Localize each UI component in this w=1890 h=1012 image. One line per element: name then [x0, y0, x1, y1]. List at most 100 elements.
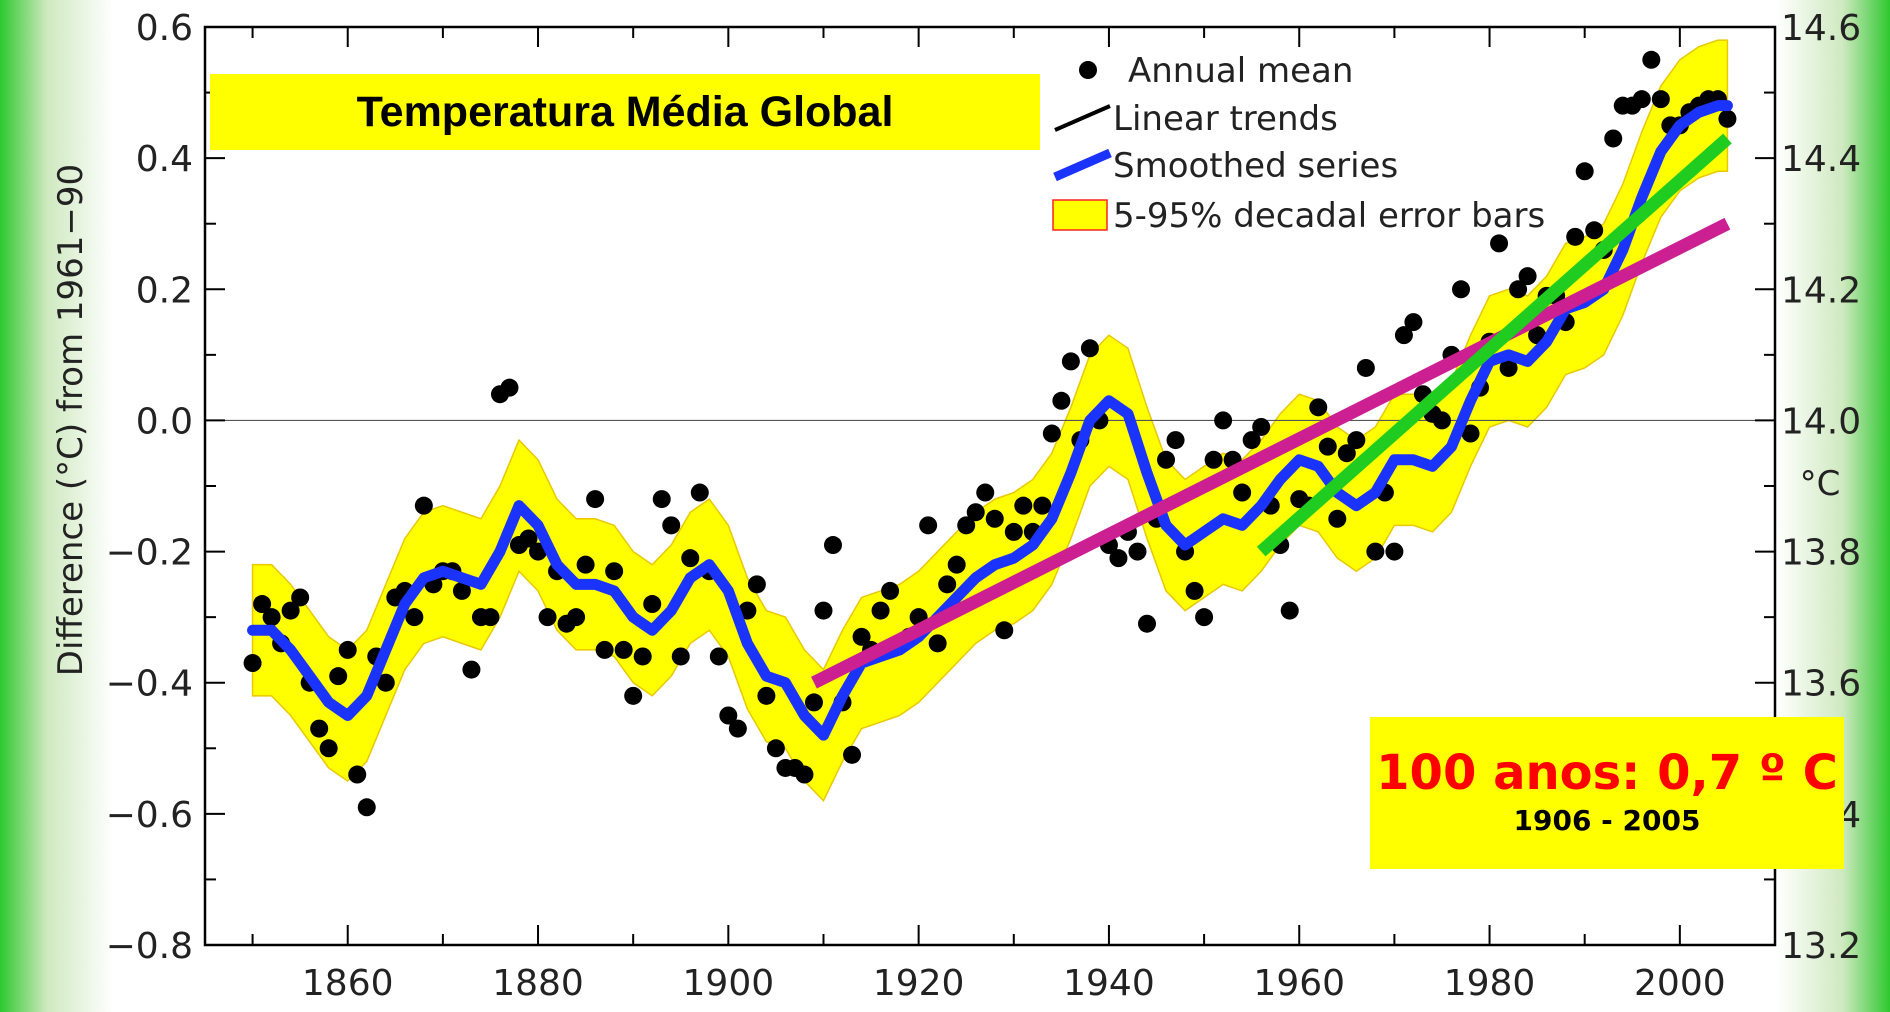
- annual-mean-point: [1385, 542, 1404, 561]
- x-tick-label: 1920: [873, 963, 965, 1004]
- annual-mean-point: [595, 640, 614, 659]
- annual-mean-point: [804, 693, 823, 712]
- annual-mean-point: [919, 516, 938, 535]
- x-tick-label: 2000: [1634, 963, 1726, 1004]
- annual-mean-point: [576, 555, 595, 574]
- annual-mean-point: [586, 490, 605, 509]
- y-axis-label: Difference (°C) from 1961−90: [51, 164, 91, 676]
- annual-mean-point: [643, 595, 662, 614]
- annual-mean-point: [1080, 339, 1099, 358]
- annual-mean-point: [690, 483, 709, 502]
- annual-mean-point: [1157, 450, 1176, 469]
- annual-mean-point: [310, 719, 329, 738]
- annual-mean-point: [966, 503, 985, 522]
- annual-mean-point: [947, 555, 966, 574]
- annual-mean-point: [1394, 326, 1413, 345]
- y-tick-label: 0.2: [136, 270, 193, 311]
- annual-mean-point: [719, 706, 738, 725]
- annual-mean-point: [500, 378, 519, 397]
- annual-mean-point: [319, 739, 338, 758]
- annual-mean-point: [281, 601, 300, 620]
- annual-mean-point: [1347, 431, 1366, 450]
- annual-mean-point: [747, 575, 766, 594]
- y2-tick-label: 13.2: [1781, 926, 1861, 967]
- annual-mean-point: [681, 549, 700, 568]
- annual-mean-point: [1604, 129, 1623, 148]
- x-tick-label: 1960: [1253, 963, 1345, 1004]
- y2-tick-label: 14.2: [1781, 270, 1861, 311]
- annual-mean-point: [567, 608, 586, 627]
- annual-mean-point: [795, 765, 814, 784]
- annual-mean-point: [1252, 417, 1271, 436]
- x-tick-label: 1900: [683, 963, 775, 1004]
- annual-mean-point: [728, 719, 747, 738]
- annual-mean-point: [1566, 227, 1585, 246]
- annual-mean-point: [1452, 280, 1470, 299]
- annual-mean-point: [376, 673, 395, 692]
- y2-tick-label: 13.6: [1781, 664, 1861, 705]
- annual-mean-point: [985, 509, 1004, 528]
- annual-mean-point: [357, 798, 376, 817]
- annual-mean-point: [1109, 549, 1128, 568]
- annual-mean-point: [1014, 496, 1033, 515]
- y2-axis-unit: °C: [1800, 464, 1841, 504]
- y-tick-label: −0.2: [106, 533, 193, 574]
- annual-mean-point: [1204, 450, 1223, 469]
- annual-mean-point: [1185, 581, 1204, 600]
- annual-mean-point: [605, 562, 624, 581]
- chart-title-box: Temperatura Média Global: [210, 74, 1040, 150]
- annual-mean-point: [519, 529, 538, 548]
- x-tick-label: 1980: [1444, 963, 1536, 1004]
- smoothed-series-line: [247, 100, 1733, 741]
- annual-mean-point: [624, 686, 643, 705]
- annual-mean-point: [938, 575, 957, 594]
- y-tick-label: 0.4: [136, 139, 193, 180]
- annual-mean-point: [1318, 437, 1337, 456]
- annual-mean-point: [1233, 483, 1252, 502]
- annual-mean-point: [452, 581, 471, 600]
- annual-mean-point: [852, 627, 871, 646]
- annual-mean-point: [405, 608, 424, 627]
- annual-mean-point: [1042, 424, 1061, 443]
- legend-label: Linear trends: [1113, 99, 1338, 139]
- y2-tick-label: 13.8: [1781, 533, 1861, 574]
- legend-label: Smoothed series: [1113, 146, 1398, 186]
- annual-mean-point: [1052, 391, 1071, 410]
- annotation-period: 1906 - 2005: [1513, 804, 1701, 837]
- annual-mean-point: [1499, 358, 1518, 377]
- annual-mean-point: [1632, 90, 1651, 109]
- legend-box-icon: [1052, 199, 1108, 231]
- annual-mean-point: [614, 640, 633, 659]
- annual-mean-point: [633, 647, 652, 666]
- annual-mean-point: [1004, 522, 1023, 541]
- annual-mean-point: [671, 647, 690, 666]
- annual-mean-point: [995, 621, 1014, 640]
- annual-mean-point: [1651, 90, 1670, 109]
- annual-mean-point: [462, 660, 481, 679]
- annual-mean-point: [766, 739, 785, 758]
- annual-mean-point: [709, 647, 728, 666]
- y-tick-label: 0.0: [136, 401, 193, 442]
- chart-title: Temperatura Média Global: [356, 87, 894, 136]
- annual-mean-point: [1356, 358, 1375, 377]
- annual-mean-point: [1509, 280, 1528, 299]
- annual-mean-point: [1138, 614, 1156, 633]
- annual-mean-point: [976, 483, 995, 502]
- y-tick-label: −0.4: [106, 664, 193, 705]
- annotation-box: 100 anos: 0,7 º C 1906 - 2005: [1370, 717, 1844, 869]
- linear-trend-line-2: [1256, 133, 1732, 557]
- annual-mean-point: [1280, 601, 1299, 620]
- x-tick-label: 1860: [302, 963, 394, 1004]
- annual-mean-point: [1404, 313, 1423, 332]
- annual-mean-point: [1033, 496, 1052, 515]
- annual-mean-point: [957, 516, 976, 535]
- annual-mean-point: [824, 536, 842, 555]
- annual-mean-point: [262, 608, 281, 627]
- annotation-main: 100 anos: 0,7 º C: [1376, 744, 1838, 801]
- annual-mean-point: [1490, 234, 1509, 253]
- annual-mean-point: [662, 516, 681, 535]
- annual-mean-point: [1242, 431, 1261, 450]
- annual-mean-point: [1061, 352, 1080, 371]
- annual-mean-point: [652, 490, 671, 509]
